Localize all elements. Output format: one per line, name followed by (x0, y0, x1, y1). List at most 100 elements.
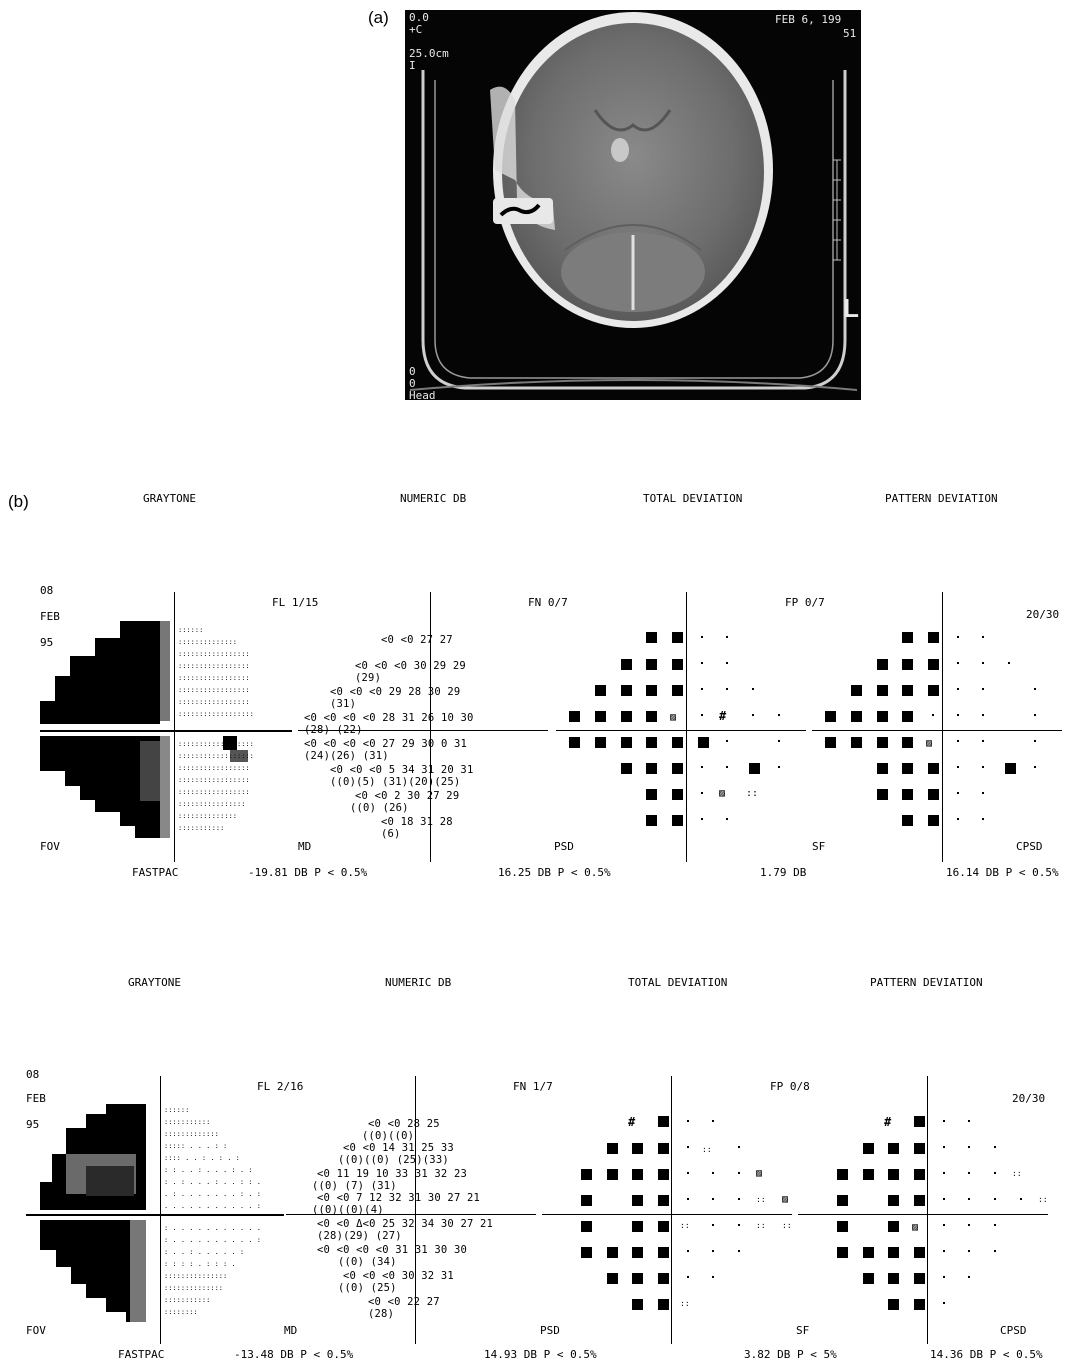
svg-text::::::::::::::: ::::::::::::: (164, 1130, 219, 1138)
fovea-label: FOV (26, 1324, 46, 1337)
graytone-axis-vertical (160, 1076, 161, 1344)
svg-text:#: # (884, 1115, 892, 1129)
svg-text:::: :: (746, 788, 758, 799)
svg-text:: : : : . : : : .: : : : : . : : : . (164, 1260, 236, 1268)
test-date-day: 08 (26, 1068, 40, 1081)
strategy-label: FASTPAC (118, 1348, 165, 1361)
ct-footer-label: 0 0 Head (409, 365, 436, 401)
numeric-row: (28)(29) (27) (317, 1230, 402, 1242)
graytone-axis-horizontal (26, 1214, 284, 1216)
svg-text:▨: ▨ (670, 712, 676, 723)
ct-series-label: 51 (843, 27, 857, 40)
header-numeric-db: NUMERIC DB (400, 492, 467, 505)
numeric-axis-horizontal (286, 1214, 536, 1215)
numeric-row: (24)(26) (31) (304, 750, 389, 762)
numeric-row: (31) (330, 698, 357, 710)
pattern-deviation-plot-2: # :: :: ▨ (837, 1115, 1048, 1310)
graytone-plot-2: :::::: ::::::::::: ::::::::::::: ::::: .… (40, 1104, 261, 1322)
numeric-axis-horizontal (298, 730, 548, 731)
svg-text:::::::::: :::::::: (164, 1308, 198, 1316)
psd-value: 16.25 DB P < 0.5% (498, 866, 611, 879)
svg-text:::::::::::::::::::: :::::::::::::::::: (178, 710, 254, 718)
svg-text::::::::::::::::::: ::::::::::::::::: (178, 764, 250, 772)
md-label: MD (284, 1324, 298, 1337)
numeric-row: <0 <0 <0 30 29 29 (355, 660, 466, 672)
svg-text::::::::::::: ::::::::::: (178, 824, 224, 832)
sf-label: SF (812, 840, 826, 853)
svg-text:▨: ▨ (719, 788, 725, 799)
svg-text:::::::::::::::::::: :::::::::::::::::: (178, 752, 254, 760)
false-negative-label: FN 1/7 (513, 1080, 553, 1093)
numeric-row: ((0) (25) (338, 1282, 397, 1294)
numeric-row: <0 18 31 28 (381, 816, 453, 828)
svg-text:: . . : . . . . . :: : . . : . . . . . : (164, 1248, 244, 1256)
numeric-row: ((0) (7) (31) (312, 1180, 397, 1192)
total-dev-axis-horizontal (556, 730, 806, 731)
svg-text:: . : . . . : . . : : .: : . : . . . : . . : : . (164, 1178, 261, 1186)
graytone-axis-vertical (174, 592, 175, 862)
svg-text::::::::::::::::::: ::::::::::::::::: (178, 674, 250, 682)
svg-text:▨: ▨ (912, 1222, 918, 1233)
pattern-dev-axis-horizontal (812, 730, 1062, 731)
test-date-month: FEB (40, 610, 60, 623)
pattern-deviation-plot-1: ▨ (825, 632, 1036, 826)
sf-value: 1.79 DB (760, 866, 807, 879)
false-positive-label: FP 0/8 (770, 1080, 810, 1093)
cpsd-label: CPSD (1016, 840, 1043, 853)
pattern-dev-axis-horizontal (798, 1214, 1048, 1215)
sf-label: SF (796, 1324, 810, 1337)
md-value: -13.48 DB P < 0.5% (234, 1348, 354, 1361)
psd-label: PSD (554, 840, 574, 853)
numeric-row: <0 11 19 10 33 31 32 23 (317, 1168, 467, 1180)
numeric-row: (6) (381, 828, 401, 840)
numeric-row: <0 <0 Δ<0 25 32 34 30 27 21 (317, 1218, 494, 1230)
ct-orientation-label: L (843, 293, 859, 323)
numeric-row: ((0)((0) (25)(33) (338, 1154, 449, 1166)
numeric-row: (29) (355, 672, 382, 684)
fixation-loss-label: FL 1/15 (272, 596, 319, 609)
svg-text:#: # (628, 1115, 636, 1129)
numeric-row: ((0)((0)(4) (312, 1204, 384, 1216)
svg-text:::::: . . . : :: ::::: . . . : : (164, 1142, 227, 1150)
svg-text:▨: ▨ (926, 738, 932, 749)
false-positive-label: FP 0/7 (785, 596, 825, 609)
svg-text:: . . . . . . . . . . :: : . . . . . . . . . . : (164, 1236, 261, 1244)
numeric-row: (28) (368, 1308, 395, 1320)
graytone-plot-1: :::::: :::::::::::::: ::::::::::::::::: … (40, 621, 254, 838)
ct-date-label: FEB 6, 199 (775, 13, 842, 26)
md-value: -19.81 DB P < 0.5% (248, 866, 368, 879)
header-total-deviation: TOTAL DEVIATION (643, 492, 743, 505)
svg-text::::::::::::::::::: ::::::::::::::::: (178, 788, 250, 796)
svg-text:::::::: :::::: (164, 1106, 189, 1114)
svg-text::::::::::::::::::: ::::::::::::::::: (178, 776, 250, 784)
svg-text:::: :: (756, 1195, 766, 1204)
numeric-axis-vertical (415, 1076, 416, 1344)
visual-field-block-1: GRAYTONE NUMERIC DB TOTAL DEVIATION PATT… (0, 488, 1072, 888)
header-graytone: GRAYTONE (143, 492, 196, 505)
svg-text:::: :: (1038, 1195, 1048, 1204)
numeric-row: <0 <0 7 12 32 31 30 27 21 (317, 1192, 481, 1204)
svg-text::::::::::::::::::: ::::::::::::::::: (178, 686, 250, 694)
cpsd-label: CPSD (1000, 1324, 1027, 1337)
svg-text:::: :: (1012, 1169, 1022, 1178)
panel-a-label: (a) (368, 8, 389, 27)
svg-text::::::::::::: ::::::::::: (164, 1118, 210, 1126)
svg-text:: . . . . . . . . . . .: : . . . . . . . . . . . (164, 1224, 261, 1232)
numeric-row: <0 <0 <0 <0 31 31 30 30 (317, 1244, 467, 1256)
cpsd-value: 14.36 DB P < 0.5% (930, 1348, 1043, 1361)
numeric-row: <0 <0 <0 <0 28 31 26 10 30 (304, 712, 474, 724)
md-label: MD (298, 840, 312, 853)
total-dev-axis-horizontal (542, 1214, 792, 1215)
svg-text::::::::::::::::::: ::::::::::::::::: (178, 650, 250, 658)
graytone-axis-horizontal (40, 730, 292, 732)
header-pattern-deviation: PATTERN DEVIATION (870, 976, 983, 989)
acuity-label: 20/30 (1026, 608, 1060, 621)
svg-text::::::::::::: ::::::::::: (164, 1296, 210, 1304)
test-date-month: FEB (26, 1092, 46, 1105)
svg-text:::: :: (756, 1221, 766, 1230)
svg-text::::::::::::::::: ::::::::::::::: (164, 1272, 227, 1280)
numeric-row: <0 <0 <0 30 32 31 (343, 1270, 454, 1282)
svg-text:::::::::::::::: :::::::::::::: (178, 812, 237, 820)
total-dev-axis-vertical (686, 592, 687, 862)
cpsd-value: 16.14 DB P < 0.5% (946, 866, 1059, 879)
